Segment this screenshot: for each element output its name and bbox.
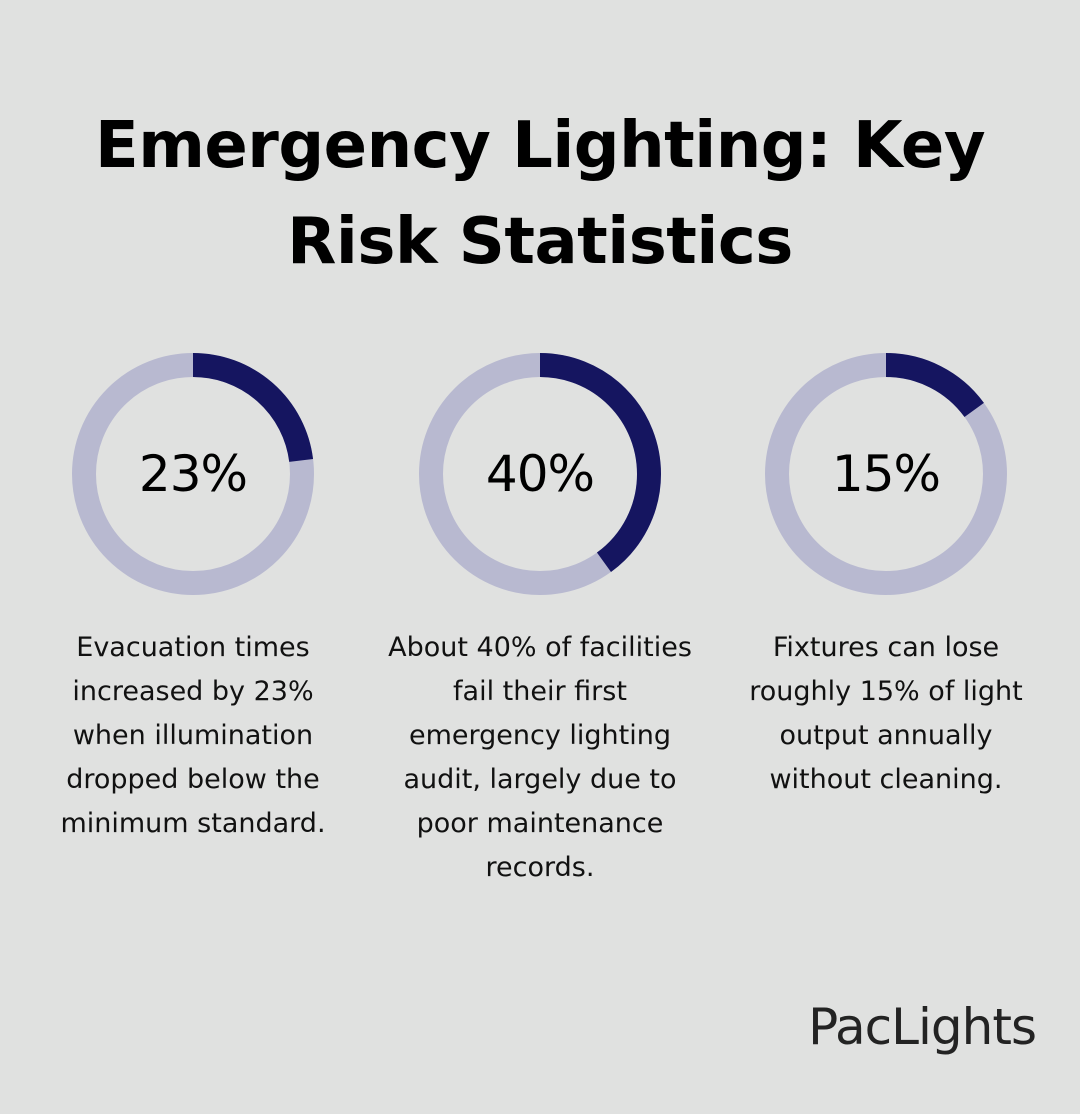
donut-value-arc: [72, 353, 314, 595]
donut-chart: 40%: [418, 352, 662, 596]
stat-description: Evacuation times increased by 23% when i…: [60, 632, 326, 839]
donut-value-arc: [419, 353, 661, 595]
stat-card: 23% Evacuation times increased by 23% wh…: [33, 352, 353, 846]
brand-logo: PacLights: [808, 998, 1037, 1056]
stat-description: About 40% of facilities fail their first…: [388, 632, 692, 883]
page-title: Emergency Lighting: Key Risk Statistics: [94, 109, 986, 279]
donut-svg: [419, 353, 661, 595]
donut-value-label: 23%: [138, 445, 248, 503]
stat-card: 40% About 40% of facilities fail their f…: [380, 352, 700, 890]
donut-svg: [72, 353, 314, 595]
donut-chart: 23%: [71, 352, 315, 596]
donut-value-label: 15%: [831, 445, 941, 503]
donut-value-label: 40%: [485, 445, 595, 503]
donut-svg: [765, 353, 1007, 595]
donut-value-arc: [765, 353, 1007, 595]
donut-chart: 15%: [764, 352, 1008, 596]
stat-description: Fixtures can lose roughly 15% of light o…: [749, 632, 1023, 795]
stat-card: 15% Fixtures can lose roughly 15% of lig…: [726, 352, 1046, 802]
